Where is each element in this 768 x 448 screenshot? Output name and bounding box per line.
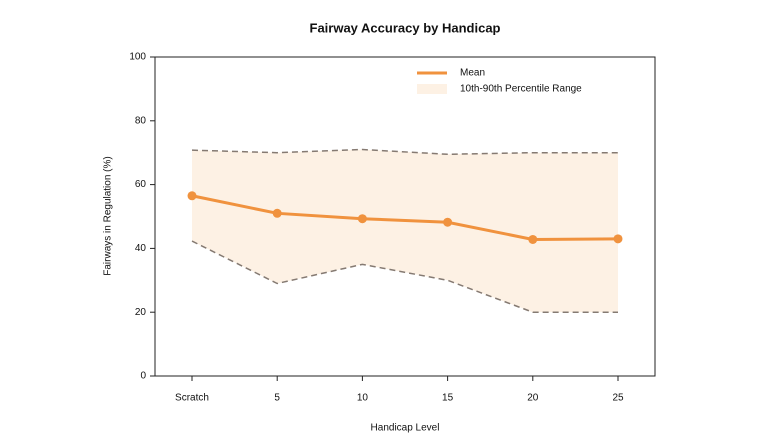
plot-frame xyxy=(154,56,656,377)
percentile-lower-line xyxy=(191,240,618,313)
mean-point xyxy=(443,217,453,227)
x-tick-label: 25 xyxy=(612,393,624,404)
y-tick-label: 80 xyxy=(135,115,147,126)
chart-title: Fairway Accuracy by Handicap xyxy=(310,20,501,35)
x-axis-label: Handicap Level xyxy=(371,423,440,434)
x-tick-label: 20 xyxy=(527,393,539,404)
legend-label: 10th-90th Percentile Range xyxy=(460,84,582,95)
x-tick-label: 5 xyxy=(274,393,280,404)
x-tick-label: Scratch xyxy=(175,393,209,404)
x-tick-label: 10 xyxy=(357,393,369,404)
mean-point xyxy=(528,234,538,244)
mean-point xyxy=(357,214,367,224)
legend-label: Mean xyxy=(460,68,485,79)
y-tick-label: 20 xyxy=(135,307,147,318)
y-tick-label: 100 xyxy=(129,52,146,63)
percentile-band xyxy=(192,149,618,313)
y-tick-label: 0 xyxy=(140,371,146,382)
mean-point xyxy=(272,208,282,218)
mean-point xyxy=(187,191,197,201)
y-axis-label: Fairways in Regulation (%) xyxy=(103,156,114,276)
mean-point xyxy=(613,234,623,244)
y-tick-label: 40 xyxy=(135,243,147,254)
y-tick-label: 60 xyxy=(135,179,147,190)
mean-line xyxy=(191,194,619,241)
legend-swatch xyxy=(417,84,447,94)
percentile-upper-line xyxy=(191,148,618,156)
x-tick-label: 15 xyxy=(442,393,454,404)
